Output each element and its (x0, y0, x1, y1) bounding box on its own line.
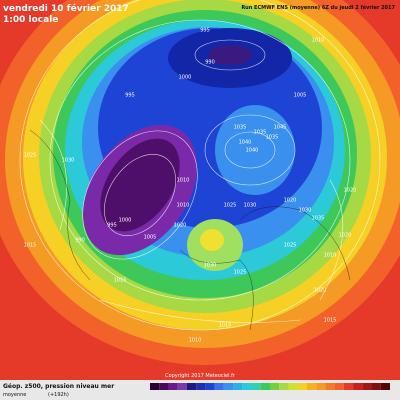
scale-swatch (205, 383, 215, 390)
isobar-label: 995 (200, 28, 210, 34)
isobar-label: 1015 (219, 323, 232, 329)
scale-swatch (251, 383, 261, 390)
scale-swatch (177, 383, 187, 390)
isobar-label: 1020 (284, 198, 297, 204)
scale-swatch (306, 383, 317, 390)
trough-core (100, 138, 180, 232)
scale-swatch (380, 383, 390, 390)
footer-subtitle: moyenne (3, 392, 26, 398)
isobar-label: 1025 (234, 270, 247, 276)
isobar-label: 990 (75, 238, 85, 244)
scale-swatch (223, 383, 234, 390)
isobar-label: 1015 (114, 278, 127, 284)
footer-lead: (+192h) (48, 392, 69, 398)
scale-swatch (242, 383, 252, 390)
isobar-label: 1035 (266, 135, 279, 141)
scale-swatch (362, 383, 372, 390)
scale-swatch (343, 383, 354, 390)
isobar-lines (19, 0, 381, 331)
scale-swatch (334, 383, 344, 390)
scale-swatch (325, 383, 335, 390)
isobar-label: 995 (125, 93, 135, 99)
ridge-core (200, 229, 224, 251)
isobar-label: 1040 (246, 148, 259, 154)
isobar-label: 1020 (344, 188, 357, 194)
scale-swatch (279, 383, 289, 390)
isobar-label: 1035 (312, 216, 325, 222)
isobar-label: 1045 (274, 125, 287, 131)
isobar-label: 1005 (294, 93, 307, 99)
scale-swatch (371, 383, 381, 390)
isobar-label: 1030 (62, 158, 75, 164)
isobar-label: 1010 (177, 203, 190, 209)
isobar-label: 1035 (234, 125, 247, 131)
low-north-core (208, 45, 252, 65)
color-scale (150, 383, 390, 390)
isobar-label: 1010 (324, 253, 337, 259)
isobar-label: 1020 (314, 288, 327, 294)
scale-swatch (214, 383, 224, 390)
copyright: Copyright 2017 Meteociel.fr (165, 373, 236, 379)
isobar-label: 1005 (144, 235, 157, 241)
isobar-label: 1010 (177, 178, 190, 184)
local-time: 1:00 locale (3, 15, 58, 25)
scale-swatch (186, 383, 197, 390)
isobar-label: 1015 (24, 243, 37, 249)
scale-swatch (150, 383, 160, 390)
scale-swatch (260, 383, 270, 390)
band-blue-ridge (215, 105, 295, 195)
isobar-label: 1015 (324, 318, 337, 324)
isobar-label: 1030 (244, 203, 257, 209)
isobar-label: 1025 (284, 243, 297, 249)
isobar-label: 1030 (204, 263, 217, 269)
isobar-label: 1020 (174, 223, 187, 229)
scale-swatch (159, 383, 169, 390)
isobar-label: 1000 (179, 75, 192, 81)
scale-swatch (297, 383, 307, 390)
scale-swatch (288, 383, 298, 390)
isobar-label: 1040 (239, 140, 252, 146)
isobar-label: 995 (107, 223, 117, 229)
isobar-label: 990 (205, 60, 215, 66)
isobar-label: 1030 (299, 208, 312, 214)
isobar-label: 1020 (339, 233, 352, 239)
date: vendredi 10 février 2017 (3, 3, 129, 14)
scale-swatch (168, 383, 178, 390)
scale-swatch (316, 383, 326, 390)
isobar-label: 1025 (224, 203, 237, 209)
scale-swatch (233, 383, 243, 390)
scale-swatch (270, 383, 280, 390)
isobar-label: 1035 (254, 130, 267, 136)
isobar-label: 1010 (189, 338, 202, 344)
scale-swatch (196, 383, 206, 390)
footer-title: Géop. z500, pression niveau mer (3, 383, 114, 390)
isobar-label: 1025 (24, 153, 37, 159)
isobar-label: 1000 (119, 218, 132, 224)
coastlines (29, 129, 351, 331)
scale-swatch (353, 383, 363, 390)
isobar-label: 1010 (312, 38, 325, 44)
run-info: Run ECMWF ENS (moyenne) 6Z du jeudi 2 fé… (241, 4, 395, 11)
